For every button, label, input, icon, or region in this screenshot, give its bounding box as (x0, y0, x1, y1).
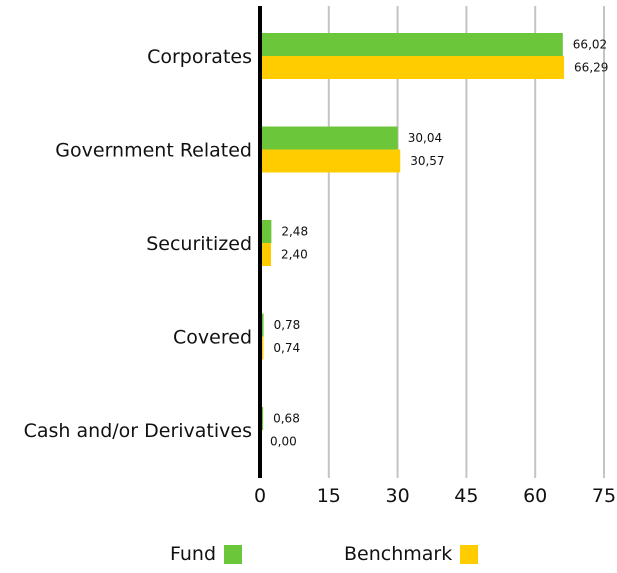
category-label: Cash and/or Derivatives (24, 420, 252, 442)
legend-swatch-benchmark (460, 544, 479, 564)
bar-benchmark (260, 56, 565, 79)
legend-swatch-fund (224, 544, 243, 564)
bar-benchmark (260, 243, 272, 266)
x-tick-label: 45 (454, 485, 478, 507)
bar-fund (260, 33, 563, 56)
category-label: Securitized (146, 233, 252, 255)
legend-label-benchmark: Benchmark (344, 543, 453, 565)
x-tick-label: 60 (523, 485, 547, 507)
data-label: 30,57 (410, 154, 444, 168)
data-label: 0,74 (273, 341, 300, 355)
data-label: 66,29 (574, 61, 608, 75)
bar-chart: 66,02 66,29 Corporates 30,04 30,57 Government… (24, 6, 616, 507)
bar-fund (260, 220, 272, 243)
x-tick-label: 15 (317, 485, 341, 507)
category-label: Corporates (147, 46, 252, 68)
legend-label-fund: Fund (170, 543, 217, 565)
legend-item-fund: Fund (170, 542, 243, 566)
x-tick-label: 75 (592, 485, 616, 507)
legend-item-benchmark: Benchmark (344, 542, 479, 566)
data-label: 2,48 (281, 225, 308, 239)
data-label: 30,04 (408, 131, 442, 145)
x-tick-label: 0 (254, 485, 266, 507)
data-label: 0,78 (274, 318, 301, 332)
category-label: Government Related (55, 140, 252, 162)
bar-fund (260, 126, 398, 150)
data-label: 0,00 (270, 435, 297, 449)
bar-benchmark (260, 149, 401, 173)
data-label: 2,40 (281, 248, 308, 262)
data-label: 0,68 (273, 412, 300, 426)
chart-legend: Fund Benchmark (0, 540, 617, 570)
data-label: 66,02 (573, 38, 607, 52)
x-tick-label: 30 (386, 485, 410, 507)
category-label: Covered (173, 327, 252, 349)
